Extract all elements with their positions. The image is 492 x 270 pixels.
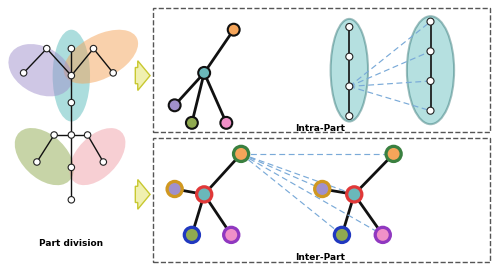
Ellipse shape bbox=[313, 180, 332, 198]
Ellipse shape bbox=[346, 23, 353, 31]
Ellipse shape bbox=[336, 229, 348, 241]
Ellipse shape bbox=[169, 99, 181, 111]
Ellipse shape bbox=[427, 107, 434, 114]
Ellipse shape bbox=[222, 226, 241, 244]
Ellipse shape bbox=[68, 132, 75, 138]
Ellipse shape bbox=[183, 226, 201, 244]
Ellipse shape bbox=[186, 229, 198, 241]
Ellipse shape bbox=[346, 113, 353, 120]
Ellipse shape bbox=[8, 44, 72, 96]
Ellipse shape bbox=[51, 132, 58, 138]
Ellipse shape bbox=[346, 83, 353, 90]
Ellipse shape bbox=[427, 18, 434, 25]
Ellipse shape bbox=[373, 226, 392, 244]
Ellipse shape bbox=[333, 226, 351, 244]
Text: Part division: Part division bbox=[39, 238, 103, 248]
Ellipse shape bbox=[68, 164, 75, 171]
Ellipse shape bbox=[186, 117, 198, 129]
Ellipse shape bbox=[348, 188, 360, 200]
Ellipse shape bbox=[345, 185, 364, 204]
Ellipse shape bbox=[331, 19, 368, 122]
Ellipse shape bbox=[69, 128, 125, 185]
Ellipse shape bbox=[228, 24, 240, 36]
Ellipse shape bbox=[110, 70, 117, 76]
Ellipse shape bbox=[384, 145, 403, 163]
Ellipse shape bbox=[346, 53, 353, 60]
Ellipse shape bbox=[100, 159, 107, 165]
Ellipse shape bbox=[15, 128, 74, 185]
Ellipse shape bbox=[84, 132, 91, 138]
Ellipse shape bbox=[169, 183, 181, 195]
Ellipse shape bbox=[53, 30, 90, 122]
Polygon shape bbox=[135, 61, 150, 90]
Ellipse shape bbox=[427, 48, 434, 55]
Ellipse shape bbox=[33, 159, 40, 165]
Ellipse shape bbox=[316, 183, 328, 195]
Ellipse shape bbox=[427, 77, 434, 85]
Ellipse shape bbox=[195, 185, 214, 204]
Bar bbox=[153, 8, 490, 132]
Text: Intra-Part: Intra-Part bbox=[295, 124, 345, 133]
Bar bbox=[153, 138, 490, 262]
Ellipse shape bbox=[198, 67, 210, 79]
Ellipse shape bbox=[198, 188, 210, 200]
Ellipse shape bbox=[377, 229, 389, 241]
Ellipse shape bbox=[235, 148, 247, 160]
Ellipse shape bbox=[90, 45, 97, 52]
Ellipse shape bbox=[388, 148, 400, 160]
Ellipse shape bbox=[68, 197, 75, 203]
Ellipse shape bbox=[63, 30, 138, 84]
Polygon shape bbox=[135, 180, 150, 209]
Text: Inter-Part: Inter-Part bbox=[295, 253, 345, 262]
Ellipse shape bbox=[407, 16, 454, 124]
Ellipse shape bbox=[43, 45, 50, 52]
Ellipse shape bbox=[68, 99, 75, 106]
Ellipse shape bbox=[225, 229, 237, 241]
Ellipse shape bbox=[68, 72, 75, 79]
Ellipse shape bbox=[165, 180, 184, 198]
Ellipse shape bbox=[220, 117, 232, 129]
Ellipse shape bbox=[68, 45, 75, 52]
Ellipse shape bbox=[20, 70, 27, 76]
Ellipse shape bbox=[232, 145, 250, 163]
